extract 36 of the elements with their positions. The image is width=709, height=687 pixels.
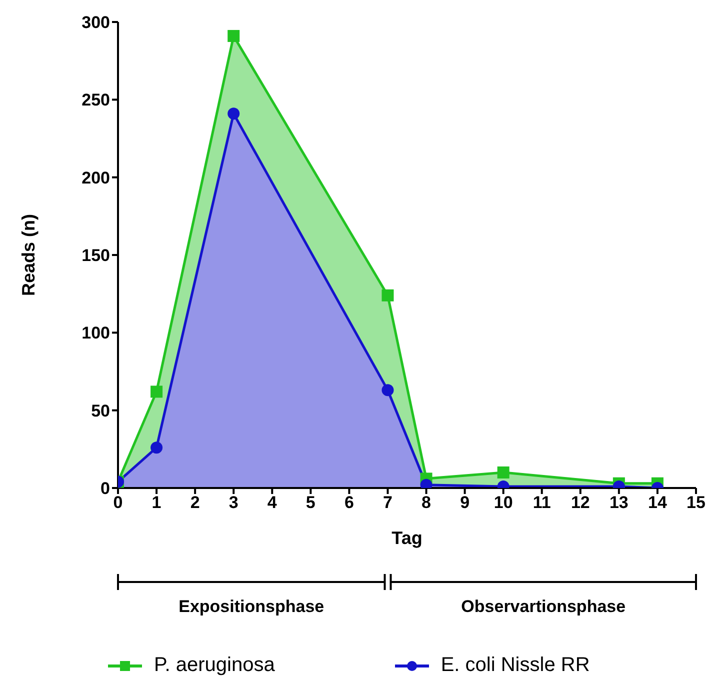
point [150, 386, 163, 398]
y-tick-label: 250 [82, 90, 110, 110]
legend-label: E. coli Nissle RR [440, 654, 590, 677]
text: Observartionsphase [461, 597, 626, 616]
y-tick-label: 100 [82, 324, 110, 343]
x-tick-label: 11 [532, 493, 551, 512]
x-tick-label: 1 [152, 493, 162, 512]
x-tick-label: 15 [686, 493, 706, 512]
x-tick-label: 9 [460, 493, 470, 512]
x-tick-label: 2 [190, 493, 200, 512]
text: Expositionsphase [178, 597, 324, 616]
x-axis-title: Tag [392, 528, 422, 548]
y-tick-label: 50 [91, 401, 110, 420]
x-tick-label: 3 [228, 493, 238, 512]
y-tick-label: 300 [82, 13, 110, 32]
y-tick-label: 150 [82, 246, 110, 266]
x-tick-label: 4 [267, 493, 278, 512]
point [150, 442, 163, 454]
x-tick-label: 14 [648, 493, 668, 512]
x-tick-label: 0 [113, 493, 123, 512]
y-tick-label: 200 [82, 168, 110, 188]
x-tick-label: 6 [344, 493, 354, 512]
y-axis-title: Reads (n) [18, 214, 38, 296]
point [228, 108, 240, 120]
point [382, 384, 394, 396]
x-tick-label: 13 [609, 493, 628, 512]
point [382, 289, 394, 302]
x-tick-label: 10 [494, 493, 513, 512]
y-tick-label: 0 [100, 479, 110, 498]
x-tick-label: 8 [422, 493, 431, 512]
point [497, 466, 510, 478]
point [228, 30, 240, 42]
legend-label: P. aeruginosa [154, 654, 275, 677]
x-tick-label: 5 [306, 493, 316, 512]
x-tick-label: 12 [570, 493, 590, 512]
x-tick-label: 7 [383, 493, 392, 512]
